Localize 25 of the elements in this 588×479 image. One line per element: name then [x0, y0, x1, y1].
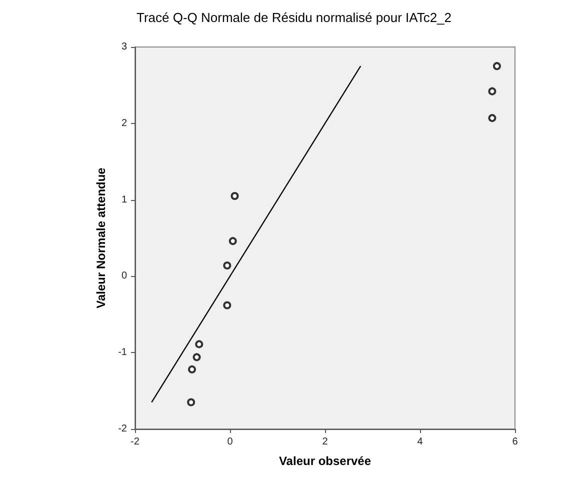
point: [492, 62, 501, 70]
y-tick-label: 1: [121, 194, 128, 206]
x-tick-label: -2: [130, 436, 140, 448]
point: [192, 353, 201, 362]
y-tick-label: -2: [118, 424, 128, 434]
point: [228, 237, 237, 246]
y-tick-label: 2: [121, 118, 128, 129]
x-tick-label: 6: [512, 436, 518, 448]
x-tick-label: 4: [417, 436, 424, 448]
point: [223, 262, 232, 270]
point: [230, 192, 239, 200]
x-tick-label: 0: [227, 436, 234, 448]
x-axis-title: Valeur observée: [278, 454, 372, 468]
y-tick-label: 0: [121, 270, 128, 282]
point: [195, 340, 204, 348]
y-tick-label: 3: [121, 42, 128, 52]
point: [223, 301, 232, 310]
y-axis-title: Valeur Normale attendue: [94, 167, 108, 308]
point: [488, 114, 496, 122]
point: [488, 87, 496, 96]
point: [188, 365, 196, 374]
chart-title: Tracé Q-Q Normale de Résidu normalisé pour IATc2_2: [136, 10, 452, 25]
x-tick-label: 2: [322, 436, 328, 448]
y-tick-label: -1: [118, 347, 128, 358]
point: [187, 398, 196, 406]
